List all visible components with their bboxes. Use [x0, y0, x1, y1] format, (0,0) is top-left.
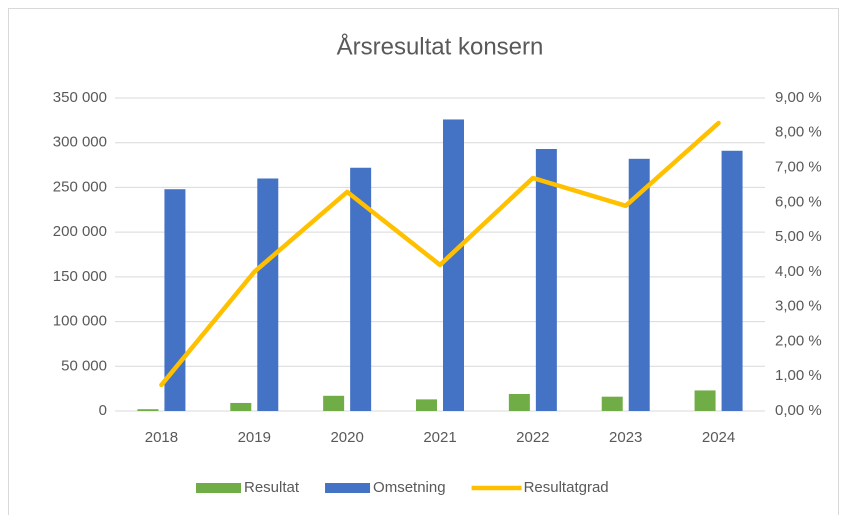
line [159, 120, 721, 388]
bar [601, 396, 623, 411]
bar [323, 395, 345, 411]
y2-tick-label: 2,00 % [775, 332, 822, 349]
bar [443, 119, 464, 411]
bar [535, 148, 557, 411]
y-tick-label: 150 000 [53, 268, 107, 285]
legend-swatch [196, 483, 241, 493]
bar [416, 399, 437, 411]
x-tick-label: 2024 [702, 429, 735, 446]
bar [257, 178, 279, 411]
y-tick-label: 100 000 [53, 313, 107, 330]
x-tick-label: 2022 [516, 429, 549, 446]
chart-frame [8, 8, 839, 515]
x-tick-label: 2021 [423, 429, 456, 446]
y-tick-label: 50 000 [61, 357, 107, 374]
bar [164, 189, 186, 411]
bar [721, 150, 743, 411]
y2-tick-label: 9,00 % [775, 89, 822, 106]
y2-tick-label: 4,00 % [775, 263, 822, 280]
y-tick-label: 300 000 [53, 134, 107, 151]
bar [350, 167, 372, 411]
y-tick-label: 250 000 [53, 178, 107, 195]
y2-tick-label: 5,00 % [775, 228, 822, 245]
y2-tick-label: 8,00 % [775, 124, 822, 141]
bar [137, 409, 159, 411]
legend-swatch [325, 483, 371, 493]
y2-tick-label: 0,00 % [775, 402, 822, 419]
legend-label: Resultat [244, 479, 300, 496]
bar [628, 158, 650, 411]
x-tick-label: 2018 [145, 429, 178, 446]
bar [694, 390, 716, 411]
y2-tick-label: 1,00 % [775, 367, 822, 384]
y-tick-label: 200 000 [53, 223, 107, 240]
y2-tick-label: 6,00 % [775, 193, 822, 210]
legend-label: Resultatgrad [524, 479, 609, 496]
x-tick-label: 2023 [609, 429, 642, 446]
y-tick-label: 350 000 [53, 89, 107, 106]
x-tick-label: 2020 [330, 429, 363, 446]
y2-tick-label: 7,00 % [775, 159, 822, 176]
chart-title: Årsresultat konsern [337, 32, 544, 60]
bar [230, 402, 252, 411]
x-tick-label: 2019 [238, 429, 271, 446]
y2-tick-label: 3,00 % [775, 298, 822, 315]
legend-label: Omsetning [373, 479, 446, 496]
y-tick-label: 0 [99, 402, 107, 419]
bar [508, 394, 530, 411]
